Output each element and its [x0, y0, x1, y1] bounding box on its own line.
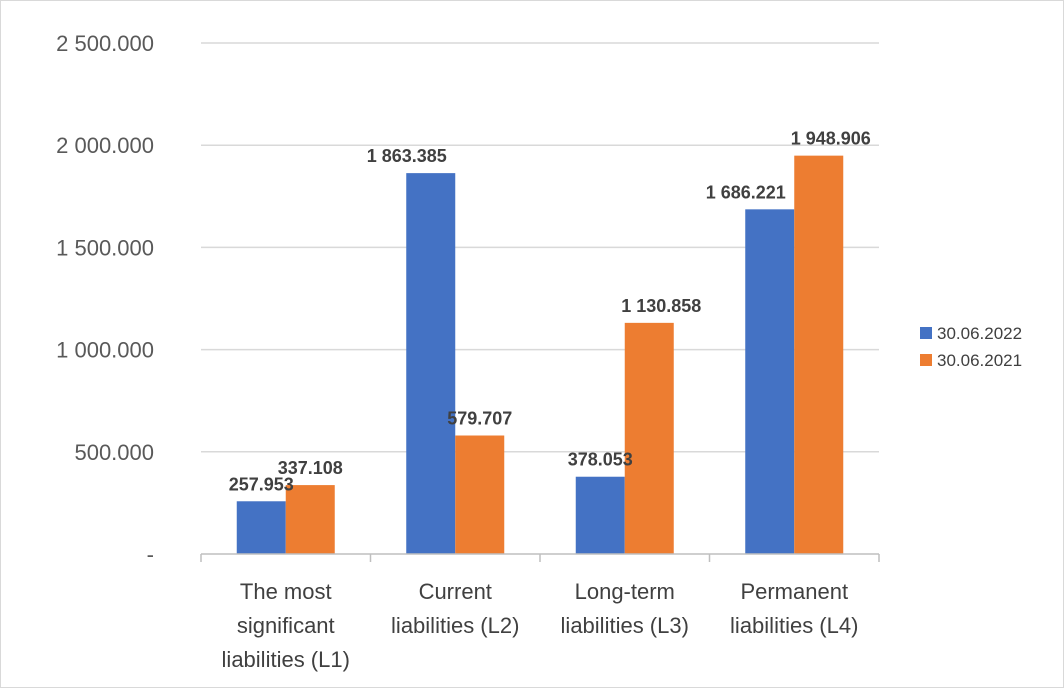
- data-label: 378.053: [568, 450, 633, 470]
- y-tick-label: 2 500.000: [56, 31, 154, 56]
- data-label: 1 130.858: [621, 296, 701, 316]
- x-category-label-line: liabilities (L1): [222, 647, 350, 672]
- data-label: 337.108: [278, 458, 343, 478]
- x-category-label-line: Permanent: [740, 579, 848, 604]
- bar-30.06.2021-3: [624, 322, 674, 554]
- x-category-label-line: significant: [237, 613, 335, 638]
- x-category-label: Long-term liabilities (L3): [561, 579, 689, 638]
- data-label: 579.707: [447, 409, 512, 429]
- y-axis-tick-labels: - 500.000 1 000.000 1 500.000 2 000.000 2 500…: [56, 31, 154, 567]
- bar-30.06.2022-2: [406, 173, 456, 555]
- x-category-label: The most significant liabilities (L1): [222, 579, 350, 672]
- data-label: 1 686.221: [706, 182, 786, 202]
- legend-swatch: [920, 354, 932, 366]
- x-category-label: Permanent liabilities (L4): [730, 579, 858, 638]
- y-tick-label: 1 500.000: [56, 235, 154, 260]
- legend-label: 30.06.2022: [937, 324, 1022, 343]
- bar-30.06.2021-1: [285, 485, 335, 554]
- bar-30.06.2021-2: [455, 435, 505, 554]
- x-category-label: Current liabilities (L2): [391, 579, 519, 638]
- legend-label: 30.06.2021: [937, 351, 1022, 370]
- bar-30.06.2021-4: [794, 155, 844, 554]
- x-category-label-line: Long-term: [575, 579, 675, 604]
- bar-30.06.2022-1: [236, 501, 286, 554]
- x-axis: [200, 553, 880, 562]
- legend: 30.06.2022 30.06.2021: [920, 324, 1022, 370]
- x-category-label-line: liabilities (L3): [561, 613, 689, 638]
- bar-30.06.2022-3: [575, 476, 625, 554]
- y-tick-label: 1 000.000: [56, 338, 154, 363]
- x-category-label-line: liabilities (L4): [730, 613, 858, 638]
- bar-30.06.2022-4: [745, 209, 795, 554]
- y-tick-label: 500.000: [74, 440, 154, 465]
- x-category-label-line: Current: [419, 579, 492, 604]
- x-category-label-line: The most: [240, 579, 332, 604]
- bars: [236, 155, 844, 555]
- y-tick-label: -: [147, 542, 154, 567]
- y-tick-label: 2 000.000: [56, 133, 154, 158]
- x-axis-category-labels: The most significant liabilities (L1) Curre…: [222, 579, 859, 672]
- legend-swatch: [920, 327, 932, 339]
- data-label: 1 863.385: [367, 146, 447, 166]
- data-label: 1 948.906: [791, 129, 871, 149]
- x-category-label-line: liabilities (L2): [391, 613, 519, 638]
- data-label: 257.953: [229, 474, 294, 494]
